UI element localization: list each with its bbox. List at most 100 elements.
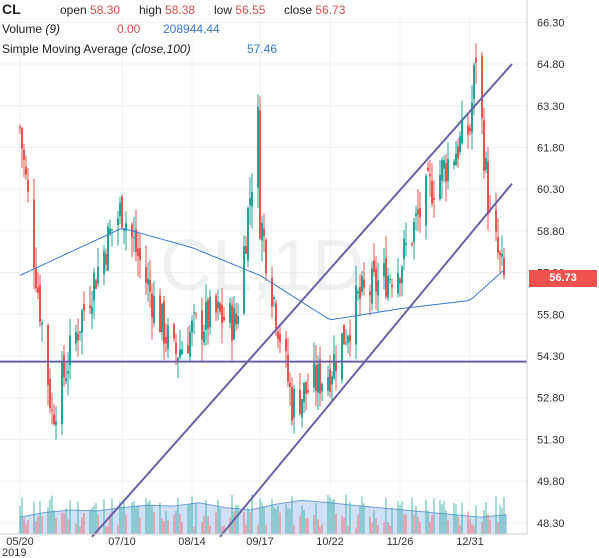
candle-body — [497, 237, 499, 253]
candle-body — [117, 218, 119, 226]
candle-body — [361, 276, 363, 292]
candle-body — [21, 128, 23, 149]
y-tick-label: 61.80 — [537, 142, 565, 154]
candle-body — [81, 310, 83, 333]
x-axis: 05/20 07/10 08/14 09/17 10/22 11/26 12/31 2019 — [0, 533, 527, 558]
volume-value-1: 0.00 — [117, 22, 141, 36]
candle-body — [441, 160, 443, 181]
candle-body — [411, 243, 413, 245]
y-tick-label: 51.30 — [537, 434, 565, 446]
candle-body — [67, 371, 69, 374]
candle-body — [431, 181, 433, 204]
y-tick-label: 55.80 — [537, 309, 565, 321]
candle-body — [305, 381, 307, 394]
candle-body — [165, 336, 167, 344]
candle-body — [79, 331, 81, 333]
candle-body — [223, 316, 225, 321]
candle-body — [243, 246, 245, 314]
volume-label: Volume — [2, 22, 43, 36]
y-tick-label: 48.30 — [537, 518, 565, 530]
sma-value: 57.46 — [247, 42, 278, 56]
candle-body — [271, 277, 273, 307]
candle-body — [439, 174, 441, 200]
candle-body — [447, 159, 449, 182]
x-tick-label: 08/14 — [178, 536, 206, 548]
candle-body — [181, 349, 183, 355]
y-tick-label: 58.80 — [537, 226, 565, 238]
candle-body — [231, 305, 233, 342]
candle-body — [389, 279, 391, 281]
candle-body — [161, 303, 163, 332]
candle-body — [469, 127, 471, 132]
candle-body — [237, 315, 239, 324]
candle-body — [307, 390, 309, 393]
candle-body — [39, 284, 41, 322]
candle-body — [65, 378, 67, 382]
candle-body — [313, 363, 315, 388]
candle-body — [405, 242, 407, 245]
candle-body — [109, 228, 111, 234]
candle-body — [443, 160, 445, 169]
trend-channel-line — [219, 182, 513, 538]
candle-body — [401, 266, 403, 284]
candle-body — [105, 253, 107, 265]
x-tick-label: 12/31 — [456, 536, 484, 548]
x-tick-label: 05/20 — [6, 536, 34, 548]
candle-body — [359, 287, 361, 299]
candle-body — [357, 291, 359, 294]
candle-body — [377, 280, 379, 296]
volume-histogram — [19, 494, 507, 535]
candle-body — [399, 278, 401, 284]
candle-body — [61, 360, 63, 425]
candle-body — [51, 409, 53, 411]
candle-body — [23, 149, 25, 160]
x-tick-label: 10/22 — [316, 536, 344, 548]
candle-body — [139, 248, 141, 261]
high-label: high — [139, 3, 162, 17]
candle-body — [125, 223, 127, 231]
candle-body — [293, 389, 295, 418]
candle-body — [91, 306, 93, 314]
candle-body — [319, 359, 321, 394]
candle-body — [373, 260, 375, 273]
candle-body — [83, 304, 85, 311]
volume-param: (9) — [45, 22, 61, 36]
candle-body — [201, 310, 203, 340]
trend-drawings[interactable] — [0, 63, 527, 538]
candle-body — [433, 198, 435, 200]
candle-body — [27, 180, 29, 192]
candle-body — [459, 136, 461, 153]
candle-body — [371, 268, 373, 304]
trend-channel-line — [91, 63, 513, 538]
candle-body — [329, 369, 331, 393]
candle-body — [333, 354, 335, 379]
candle-body — [265, 240, 267, 274]
candle-body — [413, 222, 415, 242]
candle-body — [317, 364, 319, 393]
candle-body — [335, 362, 337, 372]
candle-body — [287, 355, 289, 382]
candle-body — [419, 208, 421, 218]
candle-body — [189, 332, 191, 357]
candle-body — [133, 237, 135, 239]
candle-body — [483, 120, 485, 172]
candle-body — [19, 126, 21, 129]
candle-body — [195, 313, 197, 315]
sma-line — [19, 228, 505, 321]
candle-body — [147, 278, 149, 285]
candle-body — [259, 110, 261, 239]
candle-body — [69, 335, 71, 366]
candle-body — [289, 382, 291, 387]
candle-body — [119, 202, 121, 217]
candle-body — [121, 196, 123, 228]
candle-body — [425, 175, 427, 226]
y-tick-label: 54.30 — [537, 351, 565, 363]
candle-body — [475, 57, 477, 63]
candle-body — [89, 305, 91, 309]
candle-body — [503, 257, 505, 276]
candle-body — [417, 209, 419, 215]
candle-body — [347, 336, 349, 343]
candle-body — [257, 106, 259, 188]
sma-label: Simple Moving Average — [2, 42, 128, 56]
